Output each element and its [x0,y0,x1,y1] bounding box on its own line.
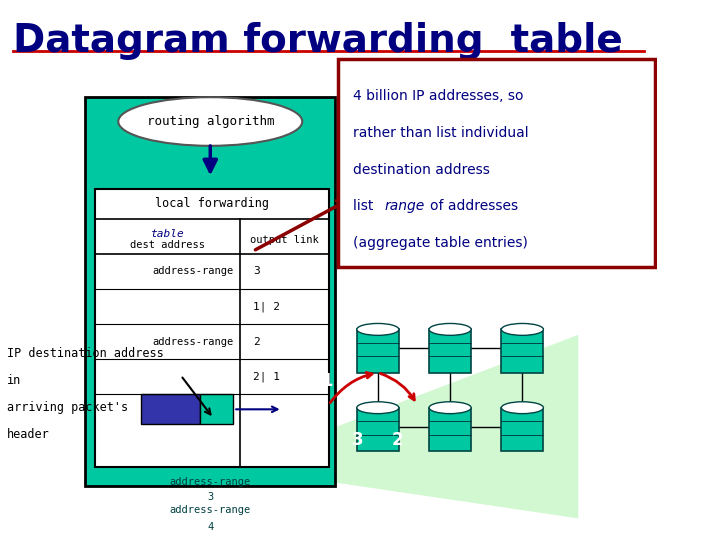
Ellipse shape [429,402,471,414]
Ellipse shape [118,97,302,146]
FancyBboxPatch shape [357,408,399,451]
Text: destination address: destination address [353,163,490,177]
Text: arriving packet's: arriving packet's [6,401,127,414]
FancyBboxPatch shape [338,59,655,267]
Ellipse shape [501,402,544,414]
Ellipse shape [357,323,399,335]
Text: 1: 1 [321,372,333,390]
Text: 1| 2: 1| 2 [253,301,280,312]
Text: local forwarding: local forwarding [155,197,269,210]
FancyBboxPatch shape [501,408,544,451]
Text: header: header [6,428,50,441]
FancyBboxPatch shape [200,394,233,424]
Text: 2: 2 [253,336,260,347]
FancyBboxPatch shape [501,329,544,373]
Ellipse shape [429,323,471,335]
Text: of addresses: of addresses [431,199,518,213]
Text: IP destination address: IP destination address [6,347,163,360]
Text: (aggregate table entries): (aggregate table entries) [353,236,528,250]
Text: range: range [384,199,425,213]
Text: address-range: address-range [170,505,251,515]
Text: 3: 3 [207,492,213,502]
Text: rather than list individual: rather than list individual [353,126,528,140]
Text: 2| 1: 2| 1 [253,372,280,382]
FancyBboxPatch shape [429,329,471,373]
Text: address-range: address-range [170,477,251,487]
Text: dest address: dest address [130,240,205,250]
Ellipse shape [357,402,399,414]
FancyBboxPatch shape [357,329,399,373]
Text: 2: 2 [392,431,403,449]
Text: output link: output link [250,235,318,245]
Text: list: list [353,199,377,213]
FancyBboxPatch shape [95,189,328,467]
FancyBboxPatch shape [429,408,471,451]
Text: routing algorithm: routing algorithm [146,115,274,128]
Text: 3: 3 [352,431,364,449]
Ellipse shape [501,323,544,335]
Text: address-range: address-range [152,266,233,276]
Text: 4 billion IP addresses, so: 4 billion IP addresses, so [353,89,523,103]
Text: table: table [150,230,184,239]
Text: 4: 4 [207,522,213,531]
Text: address-range: address-range [152,336,233,347]
FancyBboxPatch shape [141,394,200,424]
Text: 3: 3 [253,266,260,276]
Text: in: in [6,374,21,387]
FancyBboxPatch shape [86,97,335,486]
Text: Datagram forwarding  table: Datagram forwarding table [13,22,623,59]
Polygon shape [230,335,578,518]
